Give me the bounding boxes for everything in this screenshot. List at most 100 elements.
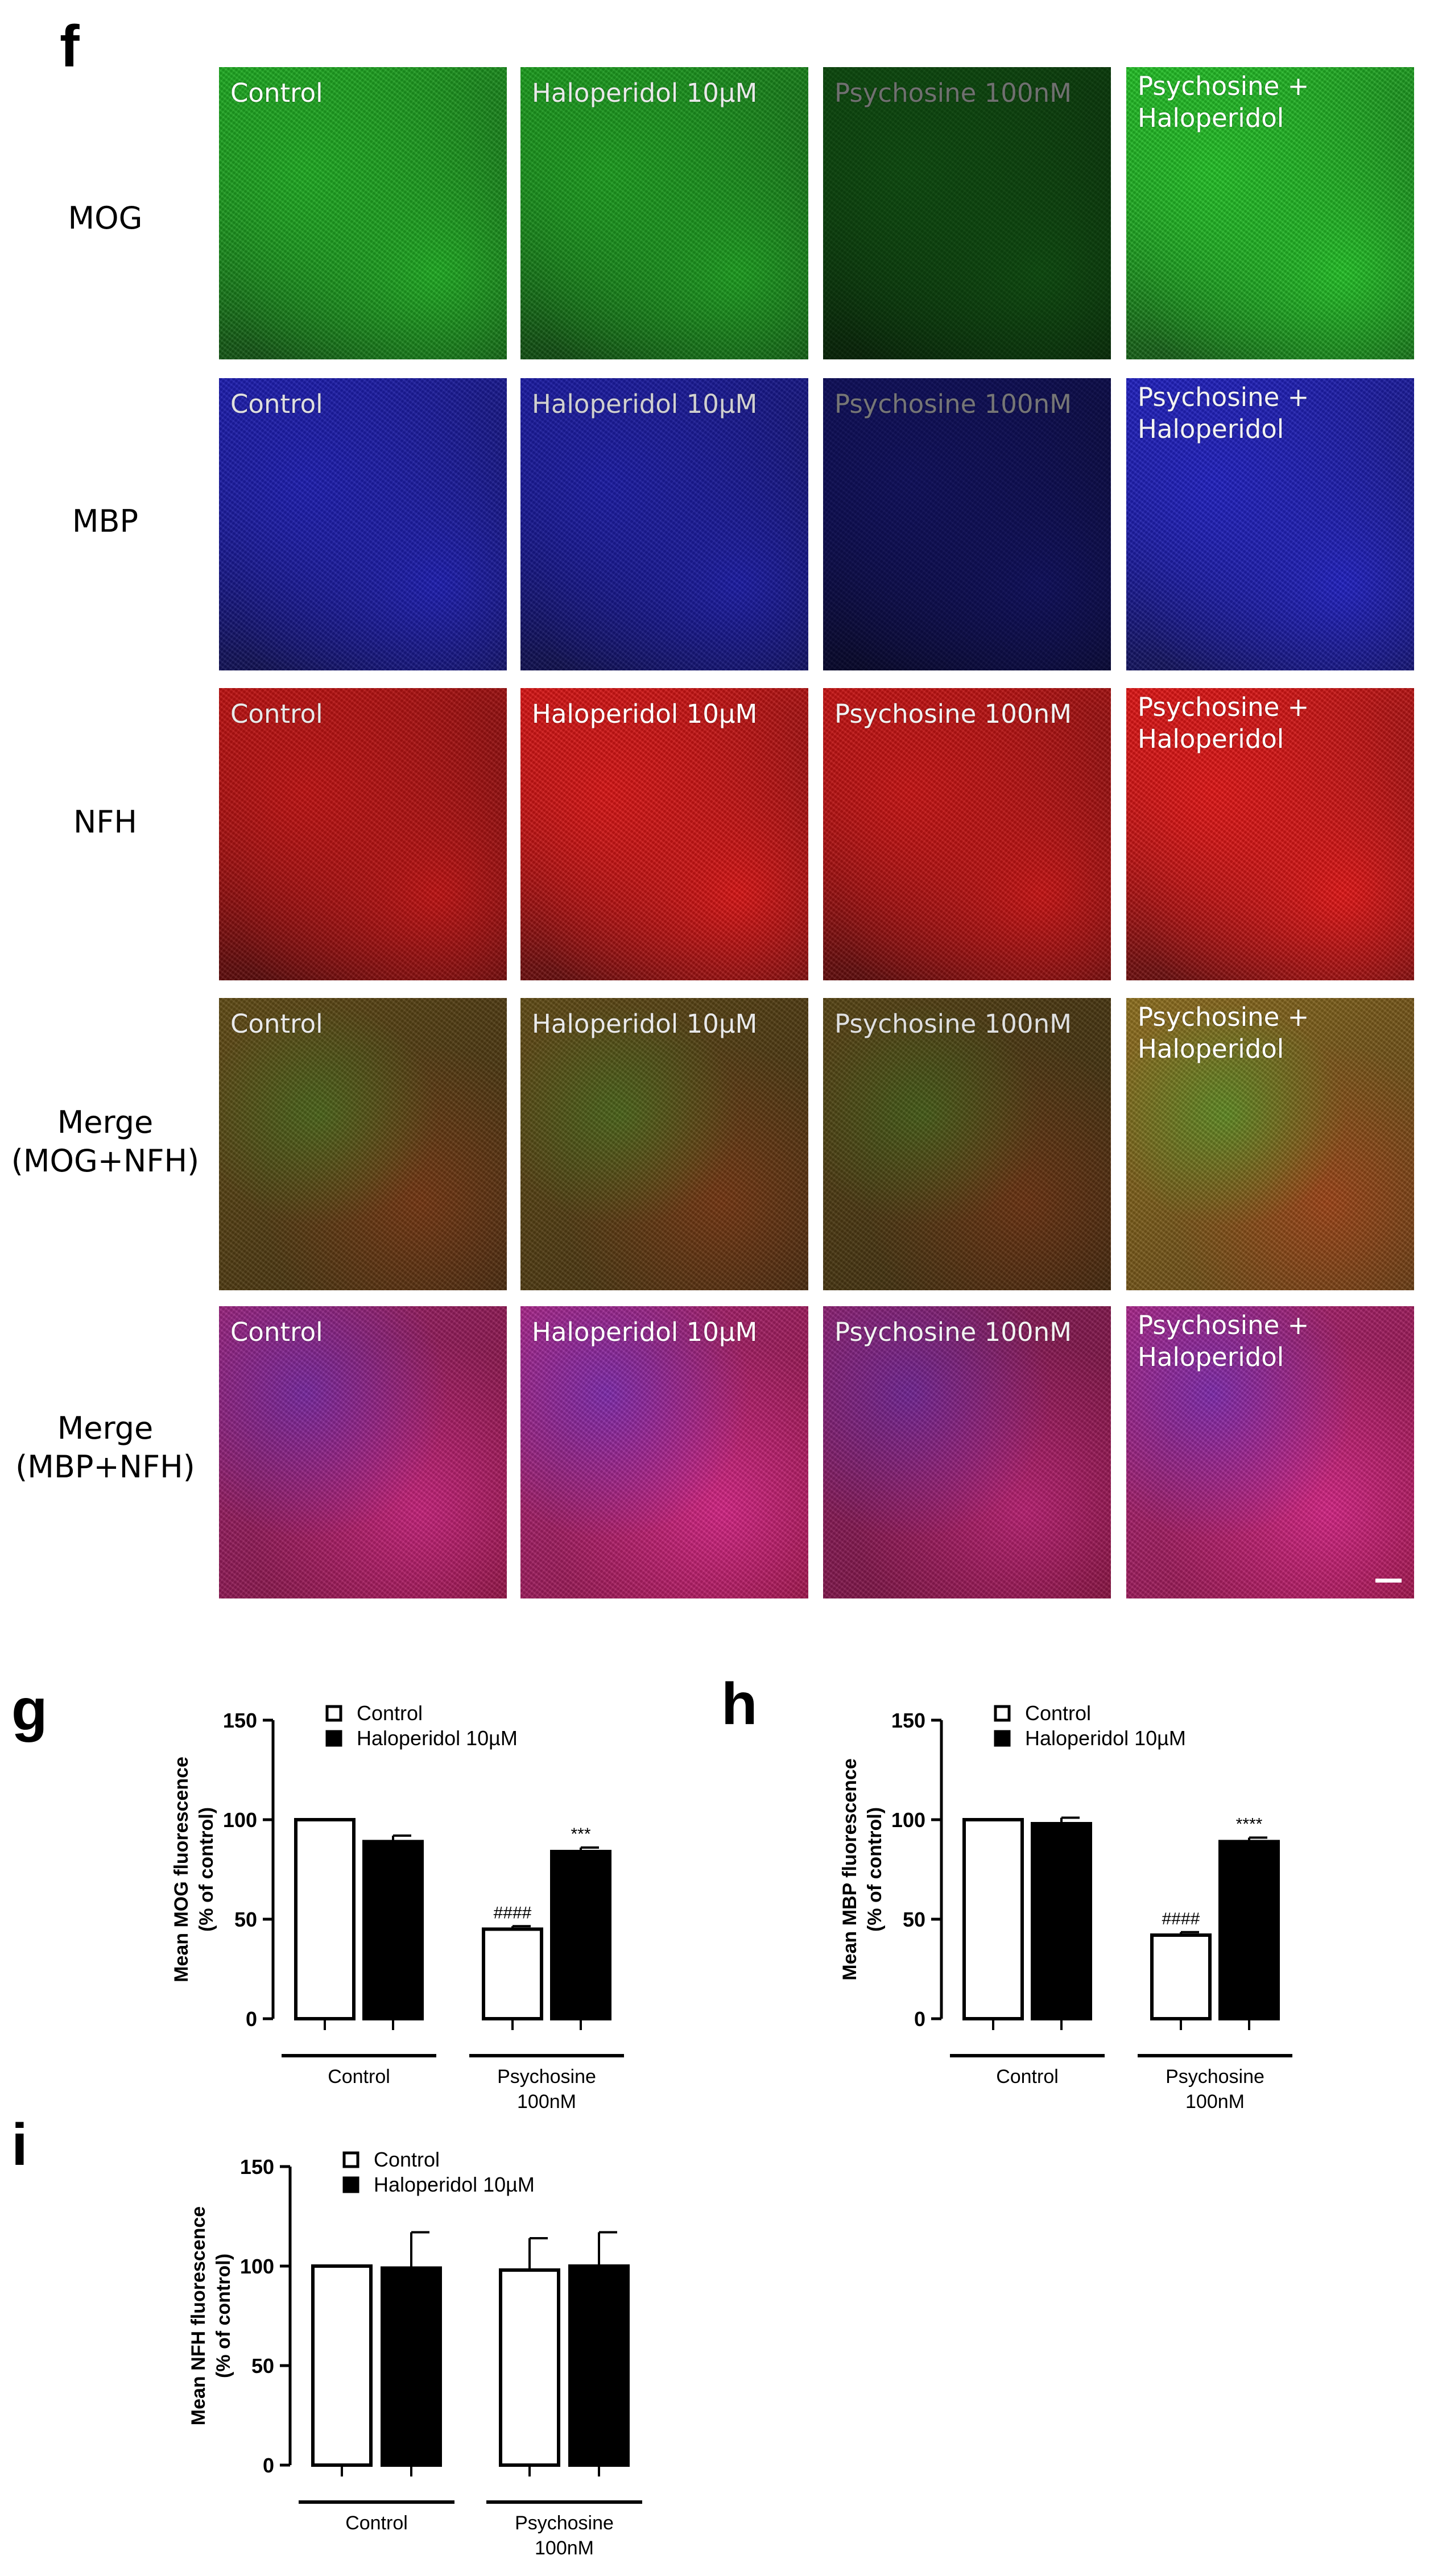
micrograph-texture xyxy=(520,67,808,359)
micrograph-caption-text: Psychosine 100nM xyxy=(834,389,1072,419)
legend-swatch xyxy=(342,2176,359,2193)
micrograph-nfh-col-4: Psychosine + Haloperidol xyxy=(1126,688,1414,980)
micrograph-mog-col-1: Control xyxy=(219,67,507,359)
micrograph-texture xyxy=(1126,998,1414,1290)
micrograph-merge-mbp-nfh-col-1: Control xyxy=(219,1306,507,1598)
micrograph-caption: Control xyxy=(230,1316,503,1348)
bar xyxy=(381,2266,442,2467)
micrograph-merge-mog-nfh-col-3: Psychosine 100nM xyxy=(823,998,1111,1290)
micrograph-caption-text: Control xyxy=(230,78,323,108)
micrograph-caption: Haloperidol 10µM xyxy=(532,77,805,109)
micrograph-texture xyxy=(823,1306,1111,1598)
micrograph-nfh-col-1: Control xyxy=(219,688,507,980)
micrograph-caption-line: Psychosine + xyxy=(1138,1002,1309,1032)
legend-label: Control xyxy=(357,1701,423,1725)
micrograph-caption-text: Haloperidol 10µM xyxy=(532,1009,758,1039)
significance-label: **** xyxy=(1236,1815,1263,1834)
row-label-mbp: MBP xyxy=(72,503,139,539)
micrograph-merge-mbp-nfh-col-2: Haloperidol 10µM xyxy=(520,1306,808,1598)
micrograph-caption-text: Control xyxy=(230,389,323,419)
micrograph-caption-text: Control xyxy=(230,1317,323,1347)
row-label-mog: MOG xyxy=(68,200,143,236)
micrograph-caption: Psychosine + Haloperidol xyxy=(1138,1310,1411,1373)
micrograph-merge-mog-nfh-col-2: Haloperidol 10µM xyxy=(520,998,808,1290)
y-tick-label: 50 xyxy=(251,2354,274,2378)
micrograph-caption-text: Haloperidol 10µM xyxy=(532,389,758,419)
y-axis-label: (% of control) xyxy=(213,2254,234,2378)
micrograph-caption-text: Psychosine 100nM xyxy=(834,699,1072,729)
micrograph-caption-line: Haloperidol xyxy=(1138,414,1284,444)
micrograph-caption-text: Control xyxy=(230,1009,323,1039)
micrograph-caption-line: Haloperidol xyxy=(1138,1034,1284,1064)
micrograph-caption-line: Psychosine + xyxy=(1138,1310,1309,1340)
row-label-merge-mog-nfh: Merge (MOG+NFH) xyxy=(0,1103,210,1181)
group-label: Control xyxy=(996,2066,1059,2088)
micrograph-texture xyxy=(823,378,1111,670)
bar-chart-mbp: 0 50 100 150 Mean MBP fluorescence (% of cont… xyxy=(839,1701,1292,2113)
micrograph-texture xyxy=(1126,688,1414,980)
y-tick-label: 150 xyxy=(240,2155,274,2179)
scale-bar xyxy=(1375,1579,1402,1583)
legend-swatch xyxy=(342,2151,359,2168)
row-label-line: (MBP+NFH) xyxy=(15,1449,195,1485)
micrograph-caption-line: Haloperidol xyxy=(1138,724,1284,754)
micrograph-texture xyxy=(823,998,1111,1290)
bar xyxy=(482,1927,543,2020)
row-label-line: (MOG+NFH) xyxy=(11,1143,200,1179)
significance-label: *** xyxy=(571,1825,590,1844)
micrograph-caption-line: Psychosine + xyxy=(1138,71,1309,101)
panel-letter-f: f xyxy=(60,14,80,80)
micrograph-mog-col-2: Haloperidol 10µM xyxy=(520,67,808,359)
y-tick-label: 150 xyxy=(891,1709,925,1732)
micrograph-mog-col-4: Psychosine + Haloperidol xyxy=(1126,67,1414,359)
y-tick-label: 50 xyxy=(234,1908,257,1931)
bar xyxy=(499,2268,560,2467)
micrograph-caption: Psychosine + Haloperidol xyxy=(1138,382,1411,445)
micrograph-texture xyxy=(219,67,507,359)
micrograph-caption-text: Haloperidol 10µM xyxy=(532,78,758,108)
significance-label: #### xyxy=(1162,1910,1200,1928)
micrograph-caption: Haloperidol 10µM xyxy=(532,388,805,420)
row-label-nfh: NFH xyxy=(73,804,138,840)
micrograph-caption: Haloperidol 10µM xyxy=(532,1316,805,1348)
bar xyxy=(362,1840,424,2020)
panel-letter-i: i xyxy=(11,2112,28,2178)
group-label: 100nM xyxy=(517,2091,576,2113)
micrograph-texture xyxy=(1126,1306,1414,1598)
group-label: Control xyxy=(345,2512,408,2534)
micrograph-texture xyxy=(520,688,808,980)
legend-label: Haloperidol 10µM xyxy=(1025,1726,1186,1750)
y-tick-label: 150 xyxy=(223,1709,257,1732)
micrograph-nfh-col-3: Psychosine 100nM xyxy=(823,688,1111,980)
micrograph-caption-text: Haloperidol 10µM xyxy=(532,1317,758,1347)
legend-label: Control xyxy=(1025,1701,1091,1725)
micrograph-caption: Psychosine + Haloperidol xyxy=(1138,1001,1411,1065)
micrograph-caption-text: Haloperidol 10µM xyxy=(532,699,758,729)
micrograph-caption: Haloperidol 10µM xyxy=(532,698,805,730)
y-tick-label: 100 xyxy=(240,2255,274,2278)
panel-letter-g: g xyxy=(11,1677,48,1743)
micrograph-caption-text: Psychosine 100nM xyxy=(834,1009,1072,1039)
micrograph-texture xyxy=(823,688,1111,980)
group-label: Control xyxy=(328,2066,390,2088)
micrograph-texture xyxy=(219,998,507,1290)
micrograph-caption-text: Control xyxy=(230,699,323,729)
micrograph-texture xyxy=(520,378,808,670)
bar xyxy=(1218,1840,1280,2020)
micrograph-caption: Control xyxy=(230,1008,503,1040)
significance-label: #### xyxy=(494,1903,532,1922)
y-tick-label: 100 xyxy=(223,1808,257,1832)
legend-swatch xyxy=(994,1730,1011,1747)
micrograph-texture xyxy=(520,1306,808,1598)
micrograph-caption: Haloperidol 10µM xyxy=(532,1008,805,1040)
group-label: Psychosine xyxy=(515,2512,614,2534)
micrograph-nfh-col-2: Haloperidol 10µM xyxy=(520,688,808,980)
micrograph-caption: Control xyxy=(230,388,503,420)
bar xyxy=(962,1818,1024,2020)
y-tick-label: 0 xyxy=(246,2007,257,2031)
micrograph-texture xyxy=(1126,67,1414,359)
micrograph-merge-mbp-nfh-col-3: Psychosine 100nM xyxy=(823,1306,1111,1598)
row-label-line: Merge xyxy=(57,1104,154,1140)
legend-swatch xyxy=(994,1705,1011,1722)
micrograph-caption: Control xyxy=(230,698,503,730)
